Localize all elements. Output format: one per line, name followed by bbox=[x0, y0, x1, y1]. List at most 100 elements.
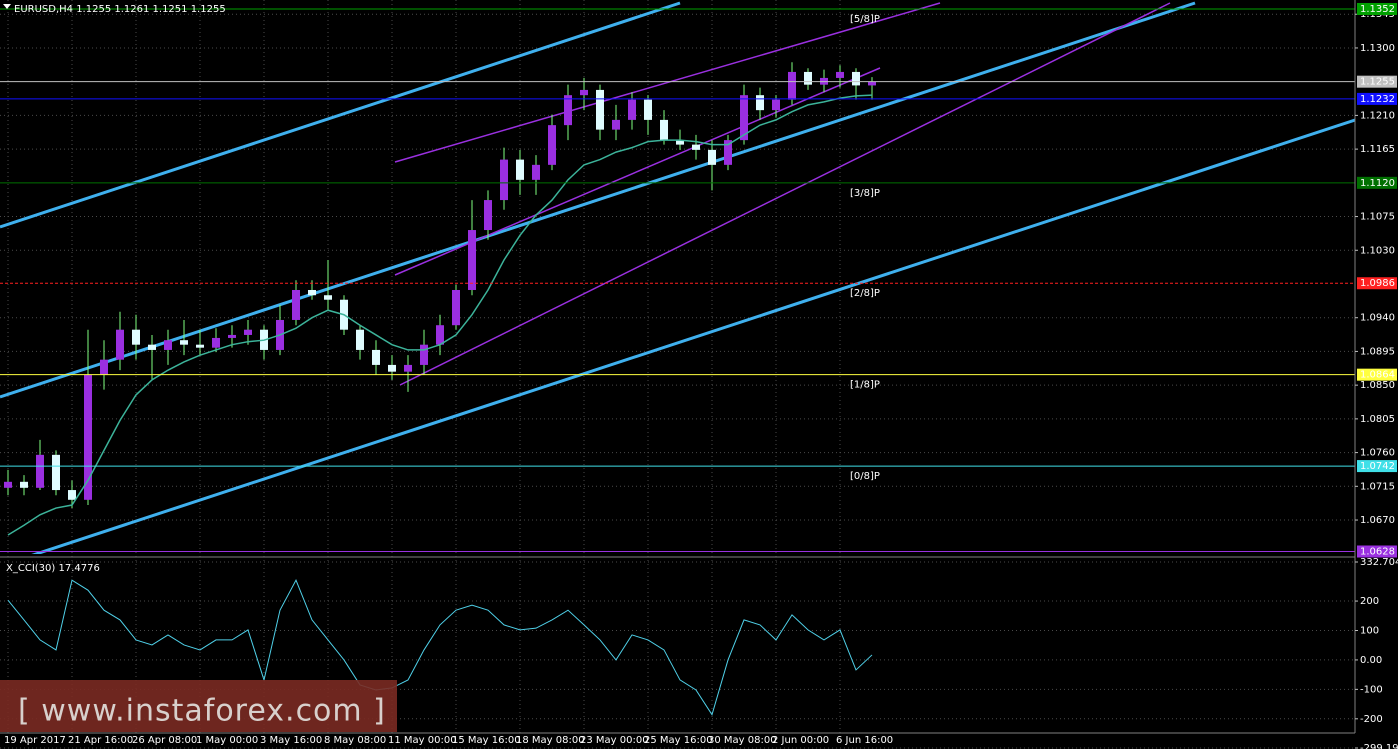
candle-body bbox=[836, 71, 844, 78]
x-tick-label: 15 May 16:00 bbox=[452, 735, 521, 746]
y-tick-label: 1.1210 bbox=[1360, 110, 1395, 121]
candle-body bbox=[484, 200, 492, 231]
y-tick-label: 0.00 bbox=[1360, 655, 1382, 666]
candle-body bbox=[756, 95, 764, 111]
watermark: [ www.instaforex.com ] bbox=[18, 694, 386, 729]
candle-body bbox=[148, 344, 156, 350]
x-tick-label: 1 May 00:00 bbox=[196, 735, 258, 746]
y-tick-label: 332.7048 bbox=[1360, 557, 1398, 568]
watermark-box bbox=[0, 680, 397, 732]
trend-lines bbox=[0, 1, 1355, 554]
y-tick-label: 1.0895 bbox=[1360, 346, 1395, 357]
y-tick-label: 1.1030 bbox=[1360, 245, 1395, 256]
x-tick-label: 26 Apr 08:00 bbox=[132, 735, 197, 746]
x-tick-label: 21 Apr 16:00 bbox=[68, 735, 133, 746]
price-box bbox=[1357, 545, 1397, 558]
candle-body bbox=[68, 490, 76, 500]
chart-title: EURUSD,H4 1.1255 1.1261 1.1251 1.1255 bbox=[14, 4, 226, 15]
indicator-title: X_CCI(30) 17.4776 bbox=[6, 563, 100, 574]
price-box-label: 1.1232 bbox=[1360, 94, 1395, 105]
price-box bbox=[1357, 277, 1397, 290]
x-tick-label: 8 May 08:00 bbox=[324, 735, 386, 746]
candle-body bbox=[404, 364, 412, 372]
y-tick-label: 1.0940 bbox=[1360, 313, 1395, 324]
candle-body bbox=[4, 481, 12, 488]
candle-body bbox=[164, 340, 172, 350]
plot: [5/8]P [3/8]P [2/8]P [1/8]P [0/8]P bbox=[0, 8, 1355, 716]
candle-body bbox=[628, 99, 636, 120]
candle-body bbox=[228, 334, 236, 338]
price-box bbox=[1357, 75, 1397, 88]
candle-body bbox=[500, 159, 508, 201]
price-box-label: 1.1352 bbox=[1360, 4, 1395, 15]
candle-body bbox=[292, 289, 300, 320]
price-box-label: 1.1255 bbox=[1360, 77, 1395, 88]
channel-line bbox=[31, 118, 1355, 554]
candle-body bbox=[612, 119, 620, 130]
candle-body bbox=[52, 454, 60, 491]
candle-body bbox=[20, 481, 28, 488]
candle-body bbox=[36, 454, 44, 488]
menu-arrow[interactable] bbox=[3, 4, 11, 9]
x-tick-label: 11 May 00:00 bbox=[388, 735, 457, 746]
y-tick-label: -299.199 bbox=[1360, 743, 1398, 749]
candle-body bbox=[436, 325, 444, 345]
candle-body bbox=[116, 329, 124, 360]
candle-body bbox=[84, 374, 92, 500]
candle-body bbox=[740, 95, 748, 141]
channel-line bbox=[0, 1, 681, 229]
candle-body bbox=[804, 71, 812, 85]
price-box-label: 1.1120 bbox=[1360, 178, 1395, 189]
candle-body bbox=[644, 99, 652, 120]
candle-body bbox=[212, 337, 220, 348]
y-tick-label: 1.0715 bbox=[1360, 481, 1395, 492]
regression-line bbox=[399, 2, 1171, 386]
y-tick-label: 1.0670 bbox=[1360, 515, 1395, 526]
y-tick-label: 1.1075 bbox=[1360, 212, 1395, 223]
candle-body bbox=[308, 289, 316, 296]
regression-line bbox=[394, 2, 941, 163]
candle-body bbox=[452, 289, 460, 326]
candle-body bbox=[708, 149, 716, 165]
candle-body bbox=[772, 99, 780, 111]
candle-body bbox=[852, 71, 860, 86]
candle-body bbox=[660, 119, 668, 141]
x-tick-label: 23 May 00:00 bbox=[580, 735, 649, 746]
candle-body bbox=[244, 329, 252, 335]
x-tick-label: 18 May 08:00 bbox=[516, 735, 585, 746]
candle-body bbox=[356, 329, 364, 350]
y-tick-label: -200 bbox=[1360, 714, 1383, 725]
price-box-label: 1.0986 bbox=[1360, 278, 1395, 289]
y-tick-label: 1.1300 bbox=[1360, 43, 1395, 54]
price-box bbox=[1357, 176, 1397, 189]
candle-body bbox=[596, 89, 604, 130]
candle-body bbox=[196, 344, 204, 348]
x-tick-label: 3 May 16:00 bbox=[260, 735, 322, 746]
candle-body bbox=[324, 295, 332, 300]
channel-line bbox=[0, 1, 1196, 399]
candle-body bbox=[468, 230, 476, 290]
price-box bbox=[1357, 368, 1397, 381]
price-box-label: 1.0628 bbox=[1360, 547, 1395, 558]
candle-body bbox=[692, 144, 700, 150]
level-tag: [2/8]P bbox=[850, 288, 880, 299]
price-box-label: 1.0742 bbox=[1360, 461, 1395, 472]
x-tick-label: 30 May 08:00 bbox=[708, 735, 777, 746]
candle-body bbox=[100, 359, 108, 375]
y-tick-label: 100 bbox=[1360, 625, 1379, 636]
candle-body bbox=[868, 81, 876, 86]
price-box bbox=[1357, 2, 1397, 15]
level-tag: [3/8]P bbox=[850, 188, 880, 199]
indicator-line bbox=[7, 578, 873, 716]
y-tick-label: 1.0760 bbox=[1360, 448, 1395, 459]
x-tick-label: 2 Jun 00:00 bbox=[772, 735, 829, 746]
level-tag: [0/8]P bbox=[850, 471, 880, 482]
x-tick-label: 19 Apr 2017 bbox=[4, 735, 66, 746]
price-box bbox=[1357, 460, 1397, 473]
y-tick-label: 1.0850 bbox=[1360, 380, 1395, 391]
price-box bbox=[1357, 92, 1397, 105]
candle-body bbox=[580, 89, 588, 96]
candle-body bbox=[676, 140, 684, 145]
level-tag: [1/8]P bbox=[850, 380, 880, 391]
